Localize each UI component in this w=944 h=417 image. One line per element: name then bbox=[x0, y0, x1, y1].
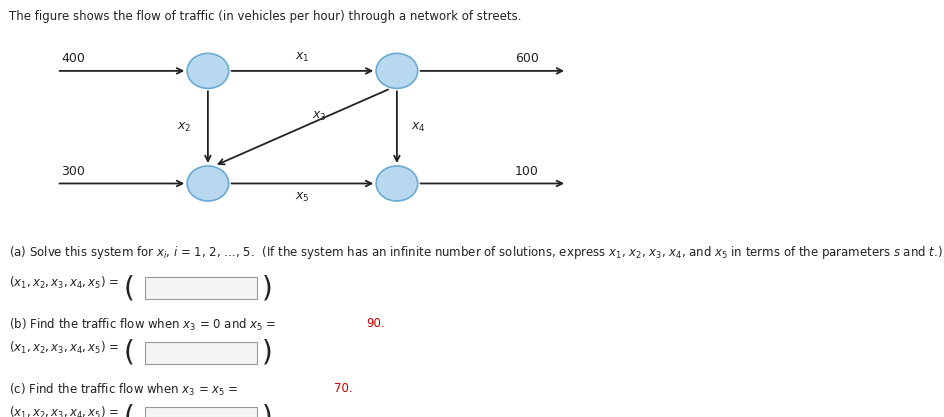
Text: $x_4$: $x_4$ bbox=[411, 121, 426, 134]
Text: $x_1$: $x_1$ bbox=[295, 51, 310, 64]
Text: $(x_1, x_2, x_3, x_4, x_5)$ =: $(x_1, x_2, x_3, x_4, x_5)$ = bbox=[9, 404, 120, 417]
Text: (b) Find the traffic flow when $x_3$ = 0 and $x_5$ =: (b) Find the traffic flow when $x_3$ = 0… bbox=[9, 317, 278, 333]
Text: ): ) bbox=[261, 274, 272, 302]
Text: (: ( bbox=[124, 274, 134, 302]
Text: 90.: 90. bbox=[366, 317, 385, 330]
Text: 300: 300 bbox=[61, 166, 85, 178]
FancyBboxPatch shape bbox=[144, 277, 257, 299]
Text: $x_3$: $x_3$ bbox=[312, 110, 326, 123]
Text: $x_5$: $x_5$ bbox=[295, 191, 310, 204]
Ellipse shape bbox=[376, 166, 417, 201]
Text: $(x_1, x_2, x_3, x_4, x_5)$ =: $(x_1, x_2, x_3, x_4, x_5)$ = bbox=[9, 340, 120, 356]
Text: $x_2$: $x_2$ bbox=[177, 121, 191, 134]
Text: ): ) bbox=[261, 339, 272, 367]
Ellipse shape bbox=[187, 166, 228, 201]
Text: 70.: 70. bbox=[333, 382, 352, 394]
Text: (: ( bbox=[124, 403, 134, 417]
Ellipse shape bbox=[187, 53, 228, 88]
Text: (c) Find the traffic flow when $x_3$ = $x_5$ =: (c) Find the traffic flow when $x_3$ = $… bbox=[9, 382, 240, 398]
Text: (a) Solve this system for $x_i$, $i$ = 1, 2, …, 5.  (If the system has an infini: (a) Solve this system for $x_i$, $i$ = 1… bbox=[9, 244, 942, 261]
FancyBboxPatch shape bbox=[144, 407, 257, 417]
Text: (: ( bbox=[124, 339, 134, 367]
Text: The figure shows the flow of traffic (in vehicles per hour) through a network of: The figure shows the flow of traffic (in… bbox=[9, 10, 521, 23]
Text: 100: 100 bbox=[514, 166, 538, 178]
Ellipse shape bbox=[376, 53, 417, 88]
Text: 400: 400 bbox=[61, 52, 85, 65]
FancyBboxPatch shape bbox=[144, 342, 257, 364]
Text: ): ) bbox=[261, 403, 272, 417]
Text: $(x_1, x_2, x_3, x_4, x_5)$ =: $(x_1, x_2, x_3, x_4, x_5)$ = bbox=[9, 275, 120, 291]
Text: 600: 600 bbox=[514, 52, 538, 65]
